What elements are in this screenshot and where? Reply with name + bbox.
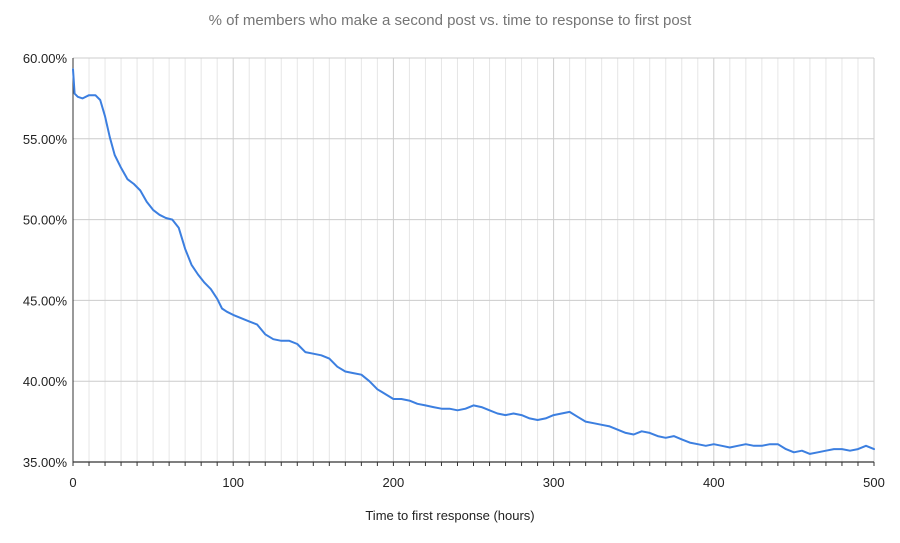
x-axis-label: Time to first response (hours) [365, 508, 535, 523]
y-tick-label: 60.00% [23, 51, 68, 66]
x-tick-label: 300 [543, 475, 565, 490]
chart-title: % of members who make a second post vs. … [208, 12, 692, 29]
y-tick-label: 50.00% [23, 213, 68, 228]
series-line [72, 68, 875, 455]
x-tick-label: 100 [222, 475, 244, 490]
x-tick-label: 0 [69, 475, 76, 490]
y-tick-label: 40.00% [23, 374, 68, 389]
series-layer [72, 68, 875, 455]
y-tick-label: 35.00% [23, 455, 68, 470]
y-tick-label: 55.00% [23, 132, 68, 147]
grid-lines [73, 57, 875, 462]
tick-labels: 35.00% 40.00% 45.00% 50.00% 55.00% 60.00% 0 100… [23, 51, 885, 490]
y-tick-label: 45.00% [23, 293, 68, 308]
axes [72, 58, 875, 466]
x-tick-label: 200 [383, 475, 405, 490]
x-tick-label: 400 [703, 475, 725, 490]
x-tick-label: 500 [863, 475, 885, 490]
